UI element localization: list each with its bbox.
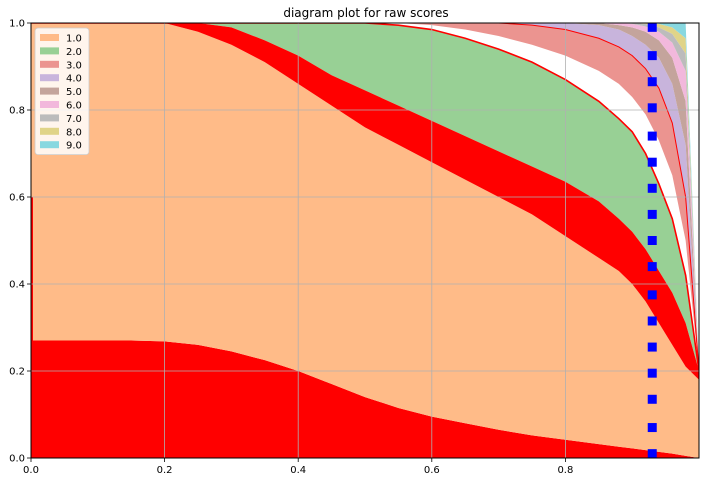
marker-point-12 (647, 131, 657, 141)
marker-layer (647, 22, 657, 459)
area-series-1.0 (31, 23, 699, 458)
y-tick-label-5: 1.0 (9, 19, 25, 30)
legend-label-6.0: 6.0 (66, 101, 82, 112)
x-tick-label-4: 0.8 (557, 465, 573, 476)
legend-swatch-2.0 (40, 47, 59, 55)
legend-label-4.0: 4.0 (66, 74, 82, 85)
marker-point-4 (647, 342, 657, 352)
marker-point-6 (647, 290, 657, 300)
marker-point-0 (647, 449, 657, 459)
legend-label-7.0: 7.0 (66, 114, 82, 125)
legend-swatch-5.0 (40, 87, 59, 95)
y-tick-label-4: 0.8 (9, 106, 25, 117)
legend-label-9.0: 9.0 (66, 141, 82, 152)
y-tick-label-1: 0.2 (9, 367, 25, 378)
marker-point-11 (647, 157, 657, 167)
marker-point-5 (647, 316, 657, 326)
marker-point-7 (647, 262, 657, 272)
red-bottom-region (31, 340, 699, 458)
marker-point-15 (647, 51, 657, 61)
legend-box (34, 27, 90, 155)
marker-point-10 (647, 183, 657, 193)
legend-swatch-4.0 (40, 74, 59, 82)
legend-label-3.0: 3.0 (66, 60, 82, 71)
marker-point-2 (647, 394, 657, 404)
legend-swatch-7.0 (40, 114, 59, 122)
legend-swatch-6.0 (40, 101, 59, 108)
legend-label-1.0: 1.0 (66, 34, 82, 45)
legend-label-5.0: 5.0 (66, 87, 82, 98)
legend-swatch-9.0 (40, 141, 59, 149)
red-boundary-line-3.0 (31, 23, 699, 372)
legend-swatch-3.0 (40, 60, 59, 68)
marker-point-16 (647, 22, 657, 32)
y-tick-label-3: 0.6 (9, 193, 25, 204)
chart-title: diagram plot for raw scores (283, 6, 448, 20)
marker-point-14 (647, 77, 657, 87)
area-layer (31, 23, 699, 458)
legend-label-8.0: 8.0 (66, 127, 82, 138)
y-axis: 0.0 0.2 0.4 0.6 0.8 1.0 (9, 19, 31, 465)
area-series-3.0 (31, 23, 699, 371)
marker-point-3 (647, 368, 657, 378)
legend-swatch-8.0 (40, 127, 59, 135)
x-axis: 0.0 0.2 0.4 0.6 0.8 (23, 458, 573, 476)
y-tick-label-2: 0.4 (9, 280, 25, 291)
legend: 1.0 2.0 3.0 4.0 5.0 6.0 7.0 8.0 9.0 (34, 27, 90, 155)
marker-point-9 (647, 209, 657, 219)
marker-point-13 (647, 103, 657, 113)
marker-point-8 (647, 236, 657, 245)
x-tick-label-2: 0.4 (290, 465, 306, 476)
red-boundary-line-2.0 (31, 23, 699, 372)
plot-frame (30, 22, 700, 459)
x-tick-label-1: 0.2 (157, 465, 173, 476)
marker-point-1 (647, 423, 657, 433)
x-tick-label-3: 0.6 (424, 465, 440, 476)
legend-label-2.0: 2.0 (66, 47, 82, 58)
y-tick-label-0: 0.0 (9, 454, 25, 465)
legend-swatch-1.0 (40, 34, 59, 41)
x-tick-label-0: 0.0 (23, 465, 39, 476)
